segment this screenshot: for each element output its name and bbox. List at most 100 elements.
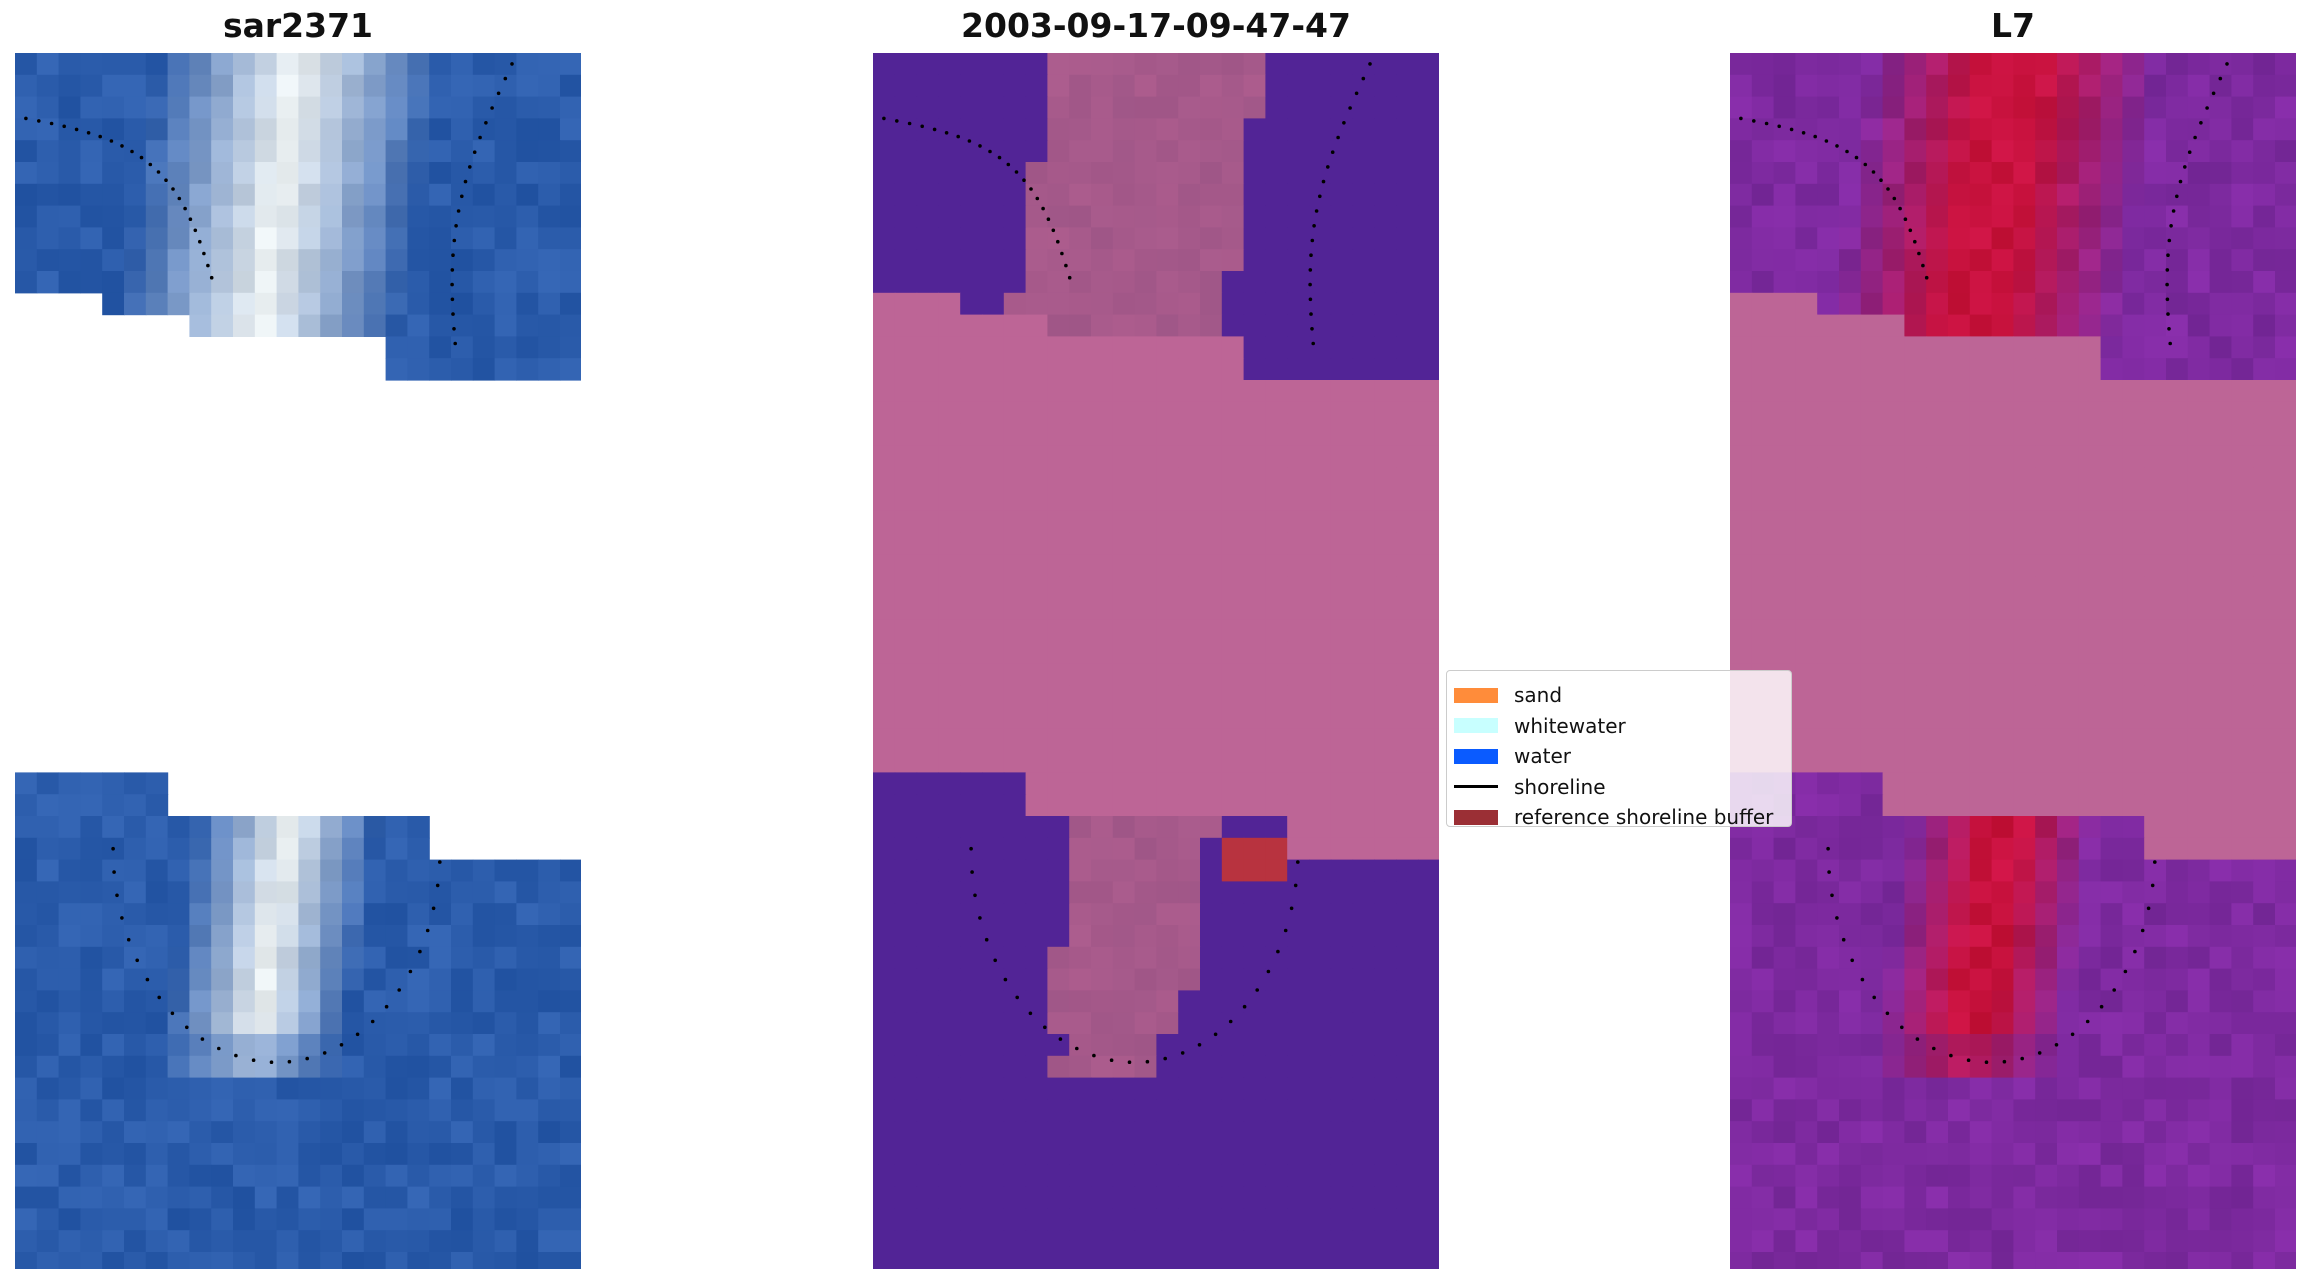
index-pixel bbox=[2122, 1099, 2145, 1122]
image-pixel bbox=[58, 903, 81, 926]
image-pixel bbox=[298, 1252, 321, 1269]
index-pixel bbox=[1730, 358, 1753, 381]
class-pixel bbox=[1352, 162, 1375, 185]
index-pixel bbox=[2057, 510, 2080, 534]
index-pixel bbox=[2013, 816, 2036, 839]
image-pixel bbox=[145, 1077, 169, 1100]
index-pixel bbox=[2035, 990, 2058, 1013]
index-pixel bbox=[2209, 903, 2232, 926]
image-pixel bbox=[211, 292, 234, 316]
index-pixel bbox=[2122, 314, 2145, 337]
index-pixel bbox=[2166, 74, 2189, 98]
image-pixel bbox=[516, 336, 539, 359]
shoreline-point bbox=[2187, 150, 2192, 154]
class-pixel bbox=[938, 750, 961, 773]
image-pixel bbox=[254, 990, 278, 1013]
image-pixel bbox=[145, 96, 169, 119]
image-pixel bbox=[254, 968, 278, 991]
index-pixel bbox=[2231, 1121, 2254, 1144]
class-pixel bbox=[1025, 445, 1048, 468]
class-pixel bbox=[1352, 314, 1375, 337]
class-pixel bbox=[1025, 685, 1048, 708]
image-pixel bbox=[233, 816, 256, 839]
image-pixel bbox=[102, 881, 125, 904]
class-pixel bbox=[873, 1230, 896, 1253]
class-pixel bbox=[1069, 1186, 1092, 1209]
class-pixel bbox=[894, 118, 918, 141]
index-pixel bbox=[2209, 663, 2232, 686]
class-pixel bbox=[1221, 467, 1245, 490]
image-pixel bbox=[451, 1252, 474, 1269]
class-pixel bbox=[1374, 968, 1397, 991]
index-pixel bbox=[1773, 990, 1796, 1013]
index-pixel bbox=[2100, 925, 2123, 948]
index-pixel bbox=[1991, 1208, 2014, 1231]
class-pixel bbox=[1003, 576, 1027, 599]
class-pixel bbox=[1047, 750, 1070, 773]
index-pixel bbox=[1948, 1055, 1971, 1079]
image-pixel bbox=[124, 162, 147, 185]
index-pixel bbox=[1730, 1055, 1753, 1079]
index-pixel bbox=[2144, 1034, 2167, 1057]
index-pixel bbox=[1751, 1164, 1775, 1188]
image-pixel bbox=[254, 859, 278, 882]
class-pixel bbox=[1243, 380, 1266, 403]
class-pixel bbox=[1047, 1055, 1070, 1079]
index-pixel bbox=[2144, 1164, 2167, 1188]
index-pixel bbox=[1839, 532, 1862, 555]
index-pixel bbox=[2231, 859, 2254, 882]
class-pixel bbox=[960, 271, 983, 294]
class-pixel bbox=[1330, 467, 1354, 490]
class-pixel bbox=[1112, 663, 1136, 686]
class-pixel bbox=[916, 423, 939, 446]
class-pixel bbox=[1309, 772, 1332, 795]
index-pixel bbox=[1991, 249, 2014, 272]
index-pixel bbox=[2078, 118, 2102, 141]
class-pixel bbox=[1418, 1143, 1439, 1166]
image-pixel bbox=[276, 1186, 299, 1209]
index-pixel bbox=[2253, 1186, 2276, 1209]
class-pixel bbox=[982, 859, 1005, 882]
image-pixel bbox=[15, 925, 38, 948]
class-pixel bbox=[1200, 925, 1223, 948]
class-pixel bbox=[938, 96, 961, 119]
index-pixel bbox=[2035, 859, 2058, 882]
class-pixel bbox=[1134, 336, 1157, 359]
index-pixel bbox=[2035, 903, 2058, 926]
class-pixel bbox=[1265, 118, 1288, 141]
index-pixel bbox=[1904, 641, 1927, 664]
class-pixel bbox=[1200, 1230, 1223, 1253]
shoreline-point bbox=[2140, 928, 2145, 933]
class-pixel bbox=[1069, 532, 1092, 555]
index-pixel bbox=[2035, 946, 2058, 970]
class-pixel bbox=[1156, 903, 1179, 926]
class-pixel bbox=[1221, 990, 1245, 1013]
class-pixel bbox=[1025, 576, 1048, 599]
image-pixel bbox=[429, 903, 452, 926]
class-pixel bbox=[1265, 96, 1288, 119]
class-pixel bbox=[1091, 598, 1114, 621]
class-pixel bbox=[1330, 205, 1354, 228]
index-pixel bbox=[1969, 1252, 1993, 1269]
image-pixel bbox=[233, 74, 256, 98]
index-pixel bbox=[2166, 990, 2189, 1013]
index-pixel bbox=[2253, 1252, 2276, 1269]
class-pixel bbox=[1221, 205, 1245, 228]
index-pixel bbox=[2013, 1077, 2036, 1100]
image-pixel bbox=[407, 816, 430, 839]
class-pixel bbox=[1025, 336, 1048, 359]
class-pixel bbox=[873, 140, 896, 163]
index-pixel bbox=[2231, 598, 2254, 621]
index-pixel bbox=[2013, 1208, 2036, 1231]
image-pixel bbox=[472, 1012, 496, 1035]
image-pixel bbox=[494, 968, 517, 991]
class-pixel bbox=[1396, 467, 1419, 490]
image-pixel bbox=[36, 1164, 60, 1188]
image-pixel bbox=[363, 140, 387, 163]
class-pixel bbox=[1091, 358, 1114, 381]
class-pixel bbox=[1025, 554, 1048, 577]
class-pixel bbox=[1309, 1252, 1332, 1269]
index-pixel bbox=[1948, 946, 1971, 970]
class-pixel bbox=[1221, 837, 1245, 861]
index-pixel bbox=[1904, 1121, 1927, 1144]
